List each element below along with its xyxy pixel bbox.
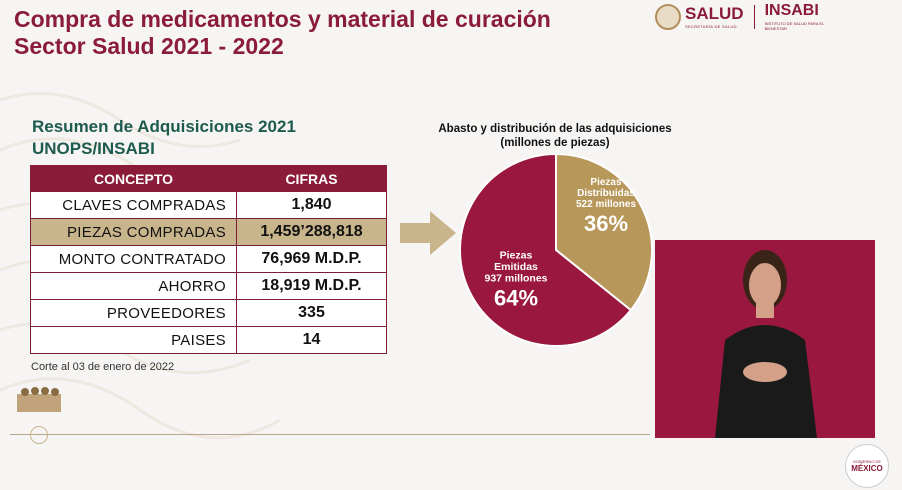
- salud-logo-text: SALUD: [685, 4, 744, 23]
- pie-slice-emitidas: [459, 152, 633, 347]
- slice-label-value-distribuidas: 522 millones: [576, 199, 636, 210]
- summary-heading-line-1: Resumen de Adquisiciones 2021: [32, 117, 296, 136]
- title-line-2: Sector Salud 2021 - 2022: [14, 33, 284, 59]
- chart-subtitle-line: (millones de piezas): [500, 137, 610, 149]
- row-concept: MONTO CONTRATADO: [30, 245, 237, 273]
- pie-slice-distribuidas: [555, 152, 653, 312]
- row-concept: CLAVES COMPRADAS: [30, 191, 237, 219]
- page-title: Compra de medicamentos y material de cur…: [14, 6, 551, 60]
- row-value: 14: [236, 326, 387, 354]
- cutoff-note: Corte al 03 de enero de 2022: [31, 361, 175, 373]
- slice-label-value-emitidas: 937 millones: [484, 273, 547, 285]
- row-value: 76,969 M.D.P.: [236, 245, 387, 273]
- mexico-logo-text: MÉXICO: [851, 464, 883, 473]
- table-header-row: CONCEPTO CIFRAS: [30, 165, 387, 192]
- salud-logo: SALUD SECRETARÍA DE SALUD: [685, 5, 744, 29]
- salud-logo-subtext: SECRETARÍA DE SALUD: [685, 24, 737, 29]
- row-concept: PROVEEDORES: [30, 299, 237, 327]
- column-header-concepto: CONCEPTO: [30, 165, 237, 192]
- insabi-logo-text: INSABI: [764, 2, 819, 19]
- header-logos: SALUD SECRETARÍA DE SALUD INSABI INSTITU…: [655, 2, 895, 32]
- row-value: 335: [236, 299, 387, 327]
- summary-heading-line-2: UNOPS/INSABI: [32, 139, 155, 158]
- table-row: MONTO CONTRATADO 76,969 M.D.P.: [30, 245, 387, 273]
- slice-label-line-1-emitidas: Piezas: [500, 250, 533, 262]
- slice-percent-distribuidas: 36%: [584, 211, 628, 236]
- historical-figures-emblem-icon: [17, 387, 61, 412]
- row-concept: PIEZAS COMPRADAS: [30, 218, 237, 246]
- insabi-logo: INSABI INSTITUTO DE SALUD PARA EL BIENES…: [764, 2, 835, 32]
- slice-label-line-1-distribuidas: Piezas: [590, 177, 622, 188]
- row-value: 1,840: [236, 191, 387, 219]
- row-value: 18,919 M.D.P.: [236, 272, 387, 300]
- slice-label-line-2-emitidas: Emitidas: [494, 261, 538, 273]
- gobierno-de-mexico-logo: GOBIERNO DE MÉXICO: [845, 444, 889, 488]
- table-row-highlighted: PIEZAS COMPRADAS 1,459’288,818: [30, 218, 387, 246]
- mexico-logo-small-text: GOBIERNO DE: [852, 459, 882, 464]
- chart-title-line: Abasto y distribución de las adquisicion…: [438, 123, 672, 135]
- seal-icon: [30, 426, 48, 444]
- table-row: AHORRO 18,919 M.D.P.: [30, 272, 387, 300]
- row-concept: AHORRO: [30, 272, 237, 300]
- salud-seal-icon: [655, 4, 681, 30]
- column-header-cifras: CIFRAS: [236, 165, 387, 192]
- sign-language-interpreter: [655, 240, 875, 438]
- slice-percent-emitidas: 64%: [494, 286, 538, 311]
- row-value: 1,459’288,818: [236, 218, 387, 246]
- title-line-1: Compra de medicamentos y material de cur…: [14, 6, 551, 32]
- table-row: PROVEEDORES 335: [30, 299, 387, 327]
- footer-divider: [10, 434, 650, 435]
- table-row: CLAVES COMPRADAS 1,840: [30, 191, 387, 219]
- arrow-right-icon: [400, 211, 456, 255]
- logo-divider: [753, 5, 755, 29]
- insabi-logo-subtext: INSTITUTO DE SALUD PARA EL BIENESTAR: [764, 21, 825, 31]
- summary-table: CONCEPTO CIFRAS CLAVES COMPRADAS 1,840 P…: [30, 165, 387, 354]
- chart-title: Abasto y distribución de las adquisicion…: [405, 122, 705, 150]
- slice-label-line-2-distribuidas: Distribuidas: [577, 188, 635, 199]
- table-row: PAISES 14: [30, 326, 387, 354]
- summary-heading: Resumen de Adquisiciones 2021 UNOPS/INSA…: [32, 116, 296, 160]
- row-concept: PAISES: [30, 326, 237, 354]
- interpreter-figure-icon: [655, 240, 875, 438]
